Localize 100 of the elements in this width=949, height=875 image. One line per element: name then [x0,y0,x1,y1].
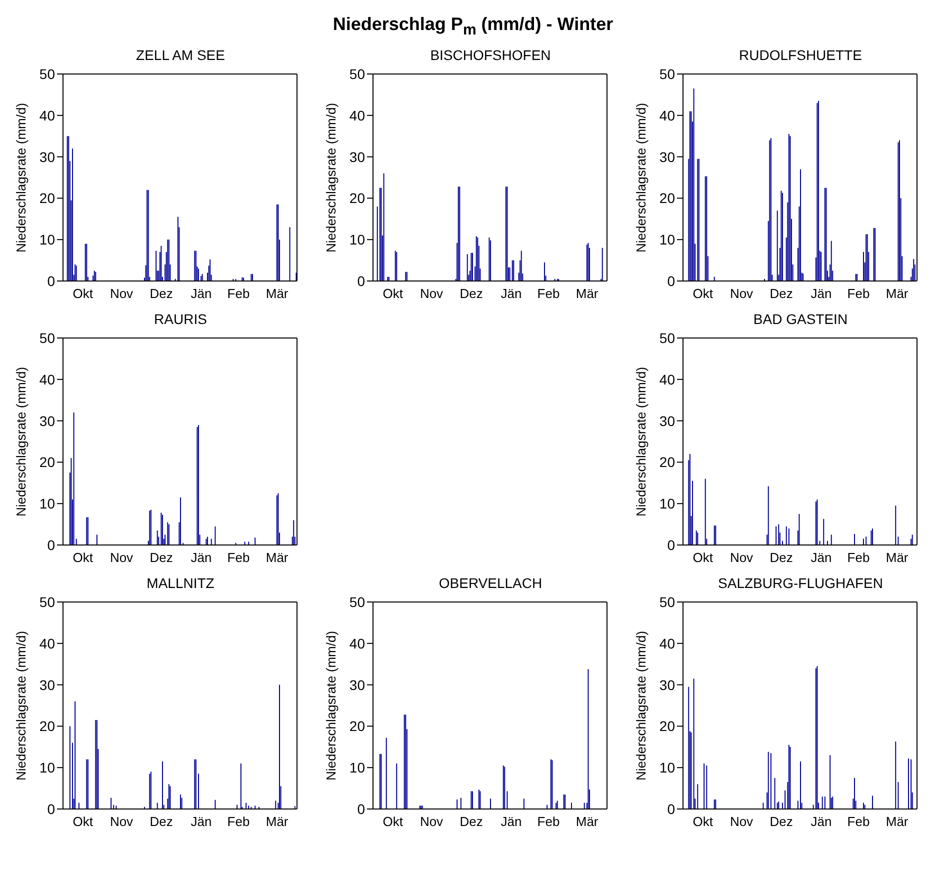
x-tick-label: Okt [72,814,94,829]
y-tick-label: 30 [39,148,56,164]
x-tick-label: Feb [847,550,870,565]
x-tick-label: Dez [460,814,483,829]
y-axis-title: Niederschlagsrate (mm/d) [14,630,29,780]
x-tick-label: Jän [500,286,522,301]
y-tick-label: 10 [659,231,676,248]
x-tick-label: Nov [730,286,754,301]
x-tick-label: Feb [537,286,560,301]
x-tick-label: Feb [227,550,250,565]
x-tick-label: Nov [110,814,134,829]
y-tick-label: 50 [659,330,676,346]
x-tick-label: Feb [847,814,870,829]
y-tick-label: 10 [39,231,56,248]
y-tick-label: 20 [349,718,366,734]
x-tick-label: Dez [150,286,173,301]
chart-title: BAD GASTEIN [752,310,849,329]
x-tick-label: Mär [576,814,599,829]
x-tick-label: Dez [770,286,793,301]
y-tick-label: 40 [349,106,366,123]
y-tick-label: 50 [39,66,56,82]
x-tick-label: Jän [190,814,212,829]
x-tick-label: Mär [886,814,909,829]
y-tick-label: 20 [659,718,676,734]
y-tick-label: 40 [659,370,676,387]
y-tick-label: 40 [349,634,366,651]
y-tick-label: 50 [659,66,676,82]
x-tick-label: Okt [692,550,714,565]
x-tick-label: Mär [886,550,909,565]
chart-title: BISCHOFSHOFEN [429,46,552,65]
y-tick-label: 0 [47,272,56,289]
y-axis-title: Niederschlagsrate (mm/d) [14,366,29,516]
y-tick-label: 30 [659,148,676,164]
y-tick-label: 30 [39,676,56,692]
chart-title: OBERVELLACH [438,574,544,593]
y-tick-label: 20 [349,190,366,206]
x-tick-label: Mär [886,286,909,301]
y-tick-label: 10 [659,759,676,776]
x-tick-label: Jän [190,286,212,301]
x-tick-label: Nov [110,550,134,565]
y-tick-label: 10 [349,231,366,248]
y-tick-label: 30 [39,412,56,428]
y-tick-label: 0 [667,536,676,553]
y-tick-label: 0 [667,800,676,817]
y-tick-label: 10 [39,759,56,776]
x-tick-label: Dez [770,550,793,565]
chart-title: MALLNITZ [146,574,216,593]
x-tick-label: Okt [72,286,94,301]
x-tick-label: Jän [810,814,832,829]
x-tick-label: Okt [382,814,404,829]
x-tick-label: Okt [692,814,714,829]
y-tick-label: 20 [659,454,676,470]
y-tick-label: 50 [349,66,366,82]
chart-title: SALZBURG-FLUGHAFEN [717,574,884,593]
y-tick-label: 10 [39,495,56,512]
y-tick-label: 0 [357,272,366,289]
y-tick-label: 50 [349,594,366,610]
x-tick-label: Feb [227,814,250,829]
x-tick-label: Okt [72,550,94,565]
x-tick-label: Jän [190,550,212,565]
y-axis-title: Niederschlagsrate (mm/d) [634,366,649,516]
x-tick-label: Okt [382,286,404,301]
y-tick-label: 10 [349,759,366,776]
y-tick-label: 30 [349,148,366,164]
y-tick-label: 30 [659,412,676,428]
x-tick-label: Feb [537,814,560,829]
y-tick-label: 20 [659,190,676,206]
y-tick-label: 50 [659,594,676,610]
x-tick-label: Mär [576,286,599,301]
x-tick-label: Dez [150,814,173,829]
y-tick-label: 40 [39,370,56,387]
y-tick-label: 10 [659,495,676,512]
y-tick-label: 20 [39,190,56,206]
x-tick-label: Dez [150,550,173,565]
y-tick-label: 0 [667,272,676,289]
y-tick-label: 40 [659,634,676,651]
text: Niederschlag P$_{m}$ (mm/d) - Winter [332,13,614,41]
y-axis-title: Niederschlagsrate (mm/d) [634,102,649,252]
y-tick-label: 20 [39,718,56,734]
x-tick-label: Mär [266,550,289,565]
y-tick-label: 0 [47,536,56,553]
x-tick-label: Jän [810,550,832,565]
x-tick-label: Feb [847,286,870,301]
x-tick-label: Feb [227,286,250,301]
x-tick-label: Nov [420,814,444,829]
y-tick-label: 50 [39,594,56,610]
chart-title: RAURIS [153,310,208,329]
y-tick-label: 40 [39,106,56,123]
y-tick-label: 30 [349,676,366,692]
x-tick-label: Nov [730,550,754,565]
x-tick-label: Dez [460,286,483,301]
y-axis-title: Niederschlagsrate (mm/d) [14,102,29,252]
x-tick-label: Nov [110,286,134,301]
x-tick-label: Mär [266,814,289,829]
x-tick-label: Jän [810,286,832,301]
chart-title: ZELL AM SEE [135,46,226,65]
y-axis-title: Niederschlagsrate (mm/d) [324,102,339,252]
y-tick-label: 0 [357,800,366,817]
y-tick-label: 40 [39,634,56,651]
y-tick-label: 0 [47,800,56,817]
